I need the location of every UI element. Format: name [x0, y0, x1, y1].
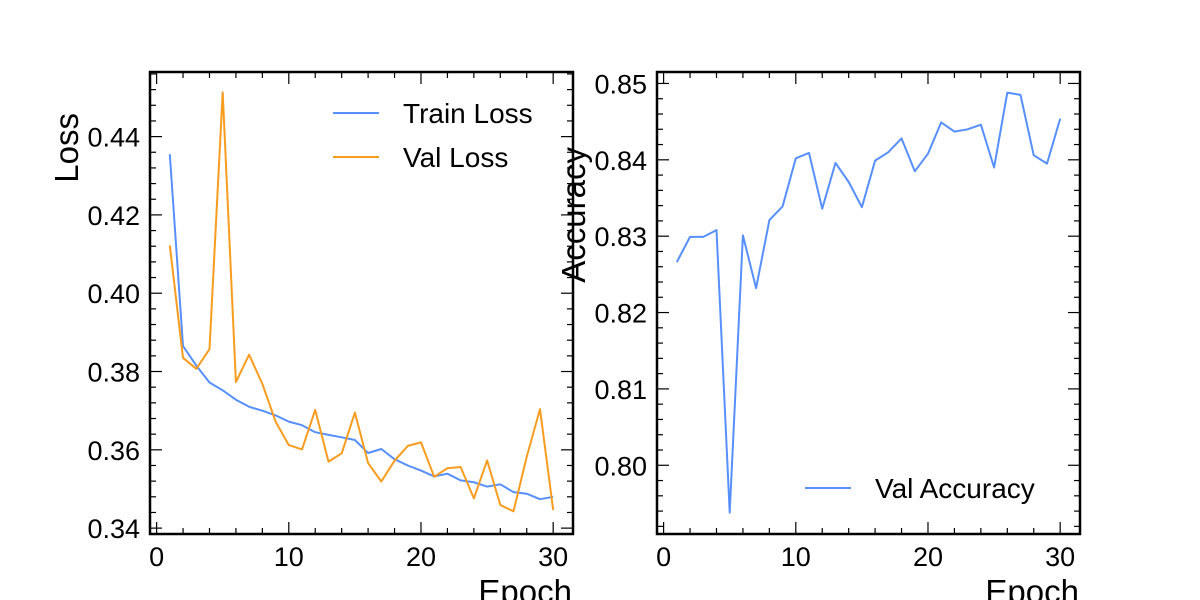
- y-axis-label: Loss: [48, 113, 85, 183]
- x-tick-label: 0: [656, 542, 671, 572]
- series-line-val-accuracy: [675, 91, 1062, 514]
- legend-label: Train Loss: [403, 98, 533, 129]
- y-tick-label: 0.82: [594, 299, 647, 329]
- y-tick-label: 0.84: [594, 146, 647, 176]
- y-tick-label: 0.36: [87, 436, 140, 466]
- series-line-train-loss: [168, 154, 554, 501]
- plot-frame: [655, 70, 1082, 536]
- y-tick-label: 0.44: [87, 123, 140, 153]
- x-axis-label: Epoch: [478, 573, 572, 600]
- x-tick-label: 20: [913, 542, 943, 572]
- x-tick-label: 10: [781, 542, 811, 572]
- legend: Train Loss Val Loss: [333, 98, 533, 173]
- y-tick-label: 0.83: [594, 222, 647, 252]
- legend-label: Val Accuracy: [875, 473, 1035, 504]
- chart-2: 0 10 20 30 0.80 0.81 0.82 0.83 0.84 0.85 Epoch Accu…: [555, 69, 1082, 600]
- series-line-val-loss: [168, 91, 555, 513]
- x-tick-label: 10: [274, 542, 304, 572]
- y-tick-label: 0.40: [87, 279, 140, 309]
- y-tick-label: 0.85: [594, 69, 647, 99]
- chart-1: 0 10 20 30 0.34 0.36 0.38 0.40 0.42 0.44 Epoch Loss…: [48, 70, 575, 600]
- x-tick-label: 30: [538, 542, 568, 572]
- y-tick-label: 0.34: [87, 514, 140, 544]
- y-tick-label: 0.81: [594, 375, 647, 405]
- x-axis-label: Epoch: [985, 573, 1079, 600]
- x-tick-label: 30: [1045, 542, 1075, 572]
- y-axis-label: Accuracy: [555, 147, 592, 283]
- y-tick-label: 0.38: [87, 358, 140, 388]
- y-tick-label: 0.42: [87, 201, 140, 231]
- legend-label: Val Loss: [403, 142, 508, 173]
- y-tick-label: 0.80: [594, 451, 647, 481]
- plot-frame: [148, 70, 575, 536]
- x-tick-label: 20: [406, 542, 436, 572]
- legend: Val Accuracy: [805, 473, 1035, 504]
- x-tick-label: 0: [149, 542, 164, 572]
